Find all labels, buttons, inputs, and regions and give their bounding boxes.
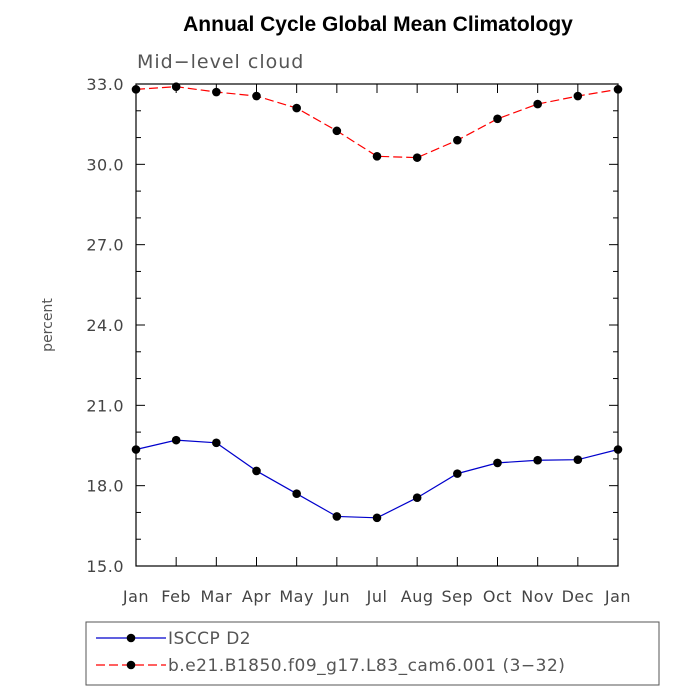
data-point xyxy=(252,466,261,476)
x-tick-label: Aug xyxy=(401,587,434,606)
data-point xyxy=(372,513,382,523)
axes: 15.0 18.0 21.0 24.0 27.0 30.0 33.0 Jan Feb Mar Apr… xyxy=(86,75,631,606)
chart-subtitle: Mid−level cloud xyxy=(137,51,304,73)
data-point xyxy=(573,91,583,101)
series-2 xyxy=(131,82,623,162)
legend-swatch-marker xyxy=(126,633,136,643)
y-tick-label: 30.0 xyxy=(86,155,124,174)
y-tick-label: 18.0 xyxy=(86,477,124,496)
y-axis-label: percent xyxy=(40,298,56,352)
legend-swatch-marker xyxy=(126,660,136,670)
legend: ISCCP D2 b.e21.B1850.f09_g17.L83_cam6.001… xyxy=(85,621,660,686)
series-line xyxy=(135,86,619,159)
legend-label: ISCCP D2 xyxy=(168,629,251,649)
series-1 xyxy=(131,435,623,523)
x-tick-label: Jun xyxy=(323,587,351,606)
data-point xyxy=(212,87,221,97)
x-tick-label: Mar xyxy=(200,587,232,606)
x-tick-label: Oct xyxy=(483,587,512,606)
data-point xyxy=(212,438,221,448)
data-point xyxy=(372,152,382,161)
data-point xyxy=(171,82,181,91)
y-tick-label: 24.0 xyxy=(86,316,124,335)
data-point xyxy=(613,445,623,454)
data-point xyxy=(412,493,422,503)
data-point xyxy=(613,85,623,94)
data-point xyxy=(131,85,141,94)
legend-label: b.e21.B1850.f09_g17.L83_cam6.001 (3−32) xyxy=(168,656,565,676)
data-point xyxy=(453,135,462,145)
x-tick-label: Apr xyxy=(242,587,271,606)
data-point xyxy=(493,114,502,124)
data-point xyxy=(171,435,181,445)
data-point xyxy=(533,455,542,465)
data-point xyxy=(131,445,141,454)
data-point xyxy=(573,455,583,464)
x-tick-label: May xyxy=(279,587,314,606)
y-tick-label: 21.0 xyxy=(86,396,124,415)
data-point xyxy=(332,126,342,136)
x-tick-label: Jan xyxy=(122,587,149,606)
data-point xyxy=(412,153,422,162)
x-tick-label: Feb xyxy=(161,587,191,606)
x-tick-label: Jul xyxy=(366,587,388,606)
y-tick-label: 27.0 xyxy=(86,236,124,255)
data-point xyxy=(332,512,342,521)
chart-title: Annual Cycle Global Mean Climatology xyxy=(183,13,573,36)
legend-box xyxy=(85,621,660,686)
data-point xyxy=(493,458,502,468)
x-tick-label: Nov xyxy=(521,587,554,606)
series-line xyxy=(135,439,619,519)
x-tick-label: Dec xyxy=(562,587,594,606)
y-tick-label: 33.0 xyxy=(86,75,124,94)
data-point xyxy=(533,99,542,109)
data-point xyxy=(252,91,261,101)
x-tick-label: Jan xyxy=(604,587,631,606)
series-layer xyxy=(131,82,623,523)
x-tick-label: Sep xyxy=(442,587,474,606)
y-tick-label: 15.0 xyxy=(86,557,124,576)
data-point xyxy=(292,103,301,113)
data-point xyxy=(292,489,301,499)
data-point xyxy=(453,469,462,478)
